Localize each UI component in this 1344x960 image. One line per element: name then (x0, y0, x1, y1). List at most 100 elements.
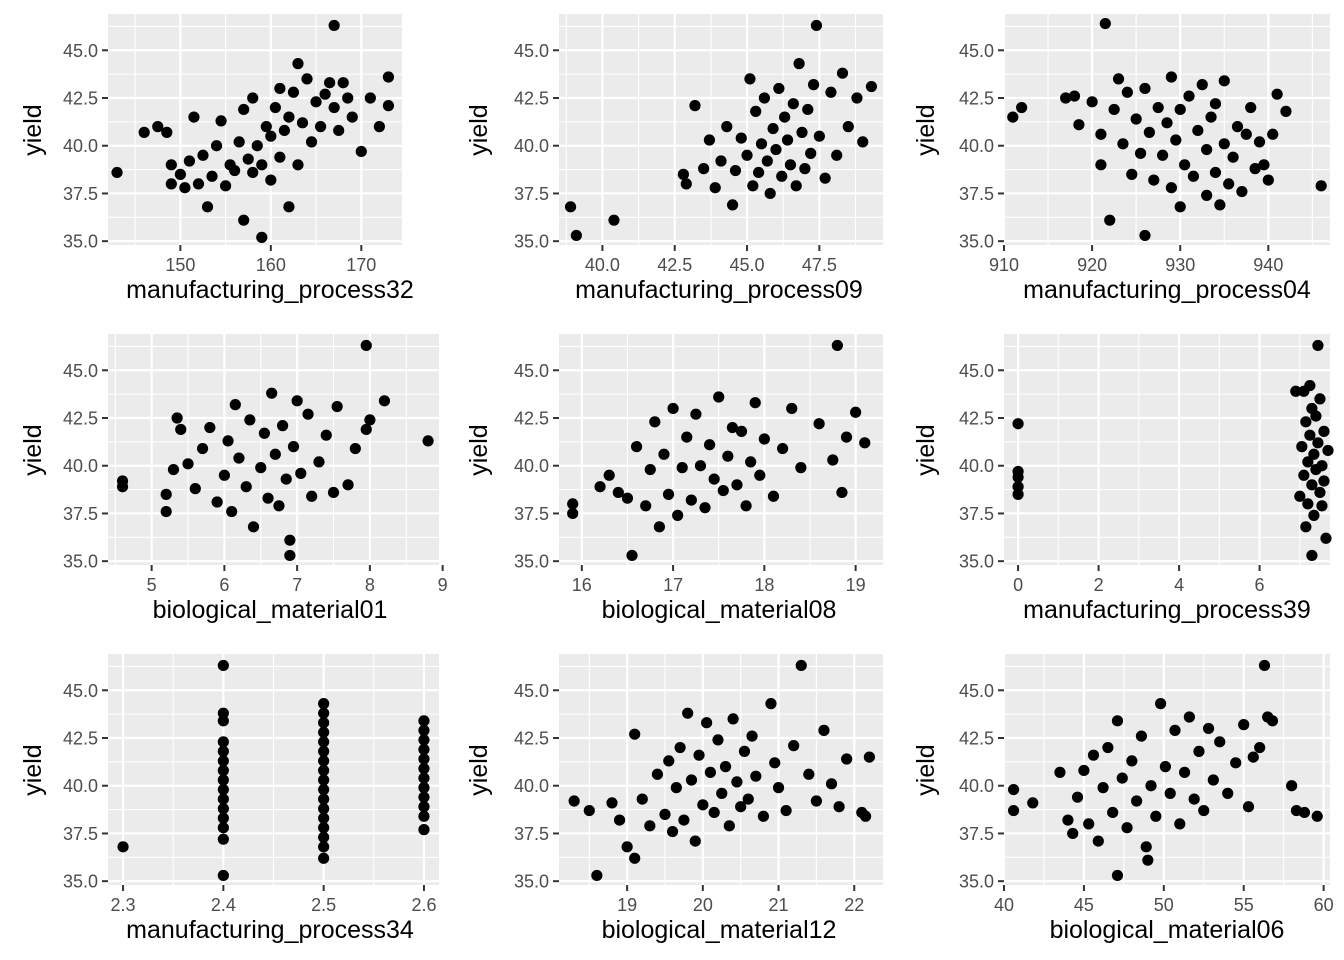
data-point (161, 126, 173, 138)
data-point (233, 136, 245, 148)
data-point (1139, 229, 1151, 242)
data-point (827, 454, 839, 466)
y-tick-label: 45.0 (514, 41, 549, 61)
data-point (331, 400, 343, 413)
x-tick-label: 5 (147, 575, 157, 595)
data-point (651, 768, 664, 780)
data-point (1253, 136, 1266, 148)
data-point (256, 159, 268, 171)
data-point (280, 473, 292, 485)
data-point (265, 174, 277, 186)
data-point (174, 168, 186, 180)
data-point (1314, 486, 1326, 499)
data-point (342, 479, 354, 491)
data-point (318, 755, 330, 767)
data-point (1286, 780, 1298, 792)
data-point (658, 448, 670, 460)
data-point (266, 387, 278, 399)
panel-biological-material12: 19 20 21 22 35.0 37.5 40.0 42.5 45.0 biological_… (465, 654, 883, 944)
data-point (1318, 425, 1330, 437)
data-point (755, 138, 768, 150)
y-axis-title: yield (912, 104, 940, 155)
data-point (693, 749, 705, 761)
y-tick-label: 45.0 (959, 681, 994, 701)
x-tick-label: 2.5 (311, 895, 336, 915)
data-point (795, 659, 807, 672)
y-tick-label: 35.0 (959, 232, 994, 252)
data-point (1242, 801, 1255, 813)
data-point (745, 456, 757, 468)
data-point (278, 124, 290, 137)
data-point (1201, 189, 1213, 201)
y-tick-label: 35.0 (959, 872, 994, 892)
data-point (708, 806, 720, 819)
x-axis-title: biological_material01 (153, 596, 388, 624)
data-point (165, 159, 177, 171)
plot-area: 16 17 18 19 35.0 37.5 40.0 42.5 45.0 (514, 334, 883, 595)
x-tick-label: 50 (1154, 895, 1174, 915)
data-point (1302, 456, 1314, 468)
data-point (328, 101, 340, 114)
data-point (262, 492, 274, 504)
data-point (247, 166, 259, 179)
plot-area: 910 920 930 940 35.0 37.5 40.0 42.5 45.0 (959, 14, 1330, 275)
data-point (741, 149, 753, 161)
y-axis-title: yield (465, 424, 493, 475)
data-point (373, 121, 385, 133)
x-tick-label: 4 (1174, 575, 1184, 595)
y-tick-label: 35.0 (959, 552, 994, 572)
data-point (1121, 822, 1133, 834)
data-point (296, 117, 309, 129)
plot-area: 40.0 42.5 45.0 47.5 35.0 37.5 40.0 42.5 45.0 (514, 14, 883, 275)
data-point (1111, 715, 1124, 727)
data-point (1227, 151, 1239, 163)
data-point (831, 149, 843, 161)
data-point (819, 172, 831, 184)
data-point (1007, 111, 1019, 123)
data-point (1067, 827, 1079, 840)
data-point (422, 435, 434, 447)
data-point (382, 71, 395, 83)
data-point (318, 783, 330, 796)
data-point (152, 121, 164, 133)
data-point (1134, 147, 1147, 159)
x-tick-label: 17 (663, 575, 683, 595)
data-point (612, 486, 624, 499)
data-point (201, 201, 214, 213)
data-point (418, 772, 430, 784)
data-point (790, 180, 802, 192)
data-point (247, 92, 259, 104)
data-point (1300, 521, 1312, 533)
data-point (722, 450, 734, 462)
data-point (1016, 101, 1028, 114)
data-point (1027, 797, 1039, 809)
x-axis-title: manufacturing_process09 (575, 276, 863, 304)
x-tick-label: 47.5 (802, 255, 837, 275)
data-point (776, 170, 788, 182)
data-point (206, 170, 218, 182)
data-point (1007, 804, 1020, 817)
data-point (165, 178, 177, 190)
y-tick-label: 42.5 (959, 89, 994, 109)
x-axis-title: manufacturing_process39 (1023, 596, 1311, 624)
x-tick-label: 910 (989, 255, 1019, 275)
data-point (273, 500, 285, 512)
y-tick-label: 40.0 (959, 776, 994, 796)
data-point (746, 730, 758, 742)
data-point (1316, 460, 1328, 472)
x-tick-label: 6 (219, 575, 229, 595)
data-point (1201, 143, 1213, 156)
data-point (850, 406, 862, 418)
data-point (758, 433, 770, 445)
data-point (662, 488, 675, 500)
x-tick-label: 2.4 (211, 895, 236, 915)
data-point (836, 486, 848, 499)
panel-background (1004, 14, 1330, 245)
y-tick-label: 42.5 (63, 729, 98, 749)
data-point (1223, 178, 1235, 190)
data-point (1296, 441, 1308, 453)
data-point (765, 698, 777, 710)
data-point (238, 214, 250, 226)
data-point (840, 431, 853, 443)
